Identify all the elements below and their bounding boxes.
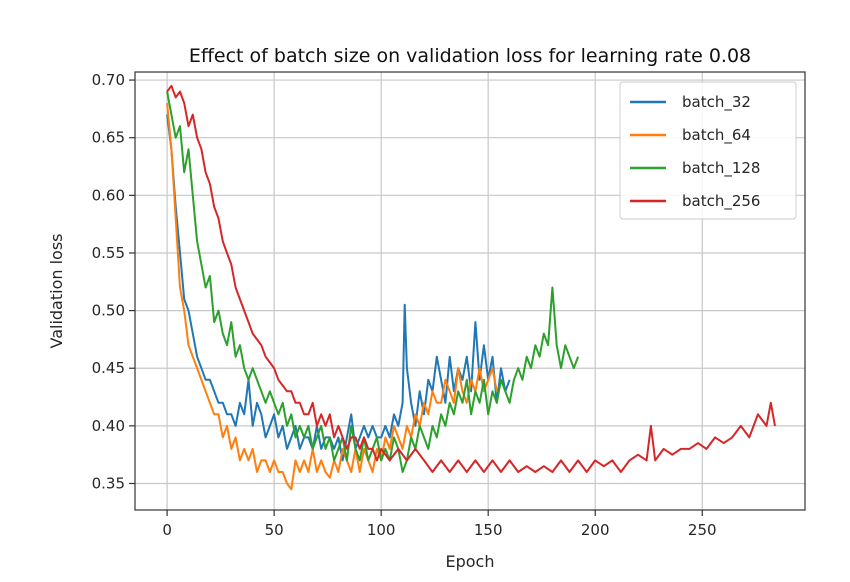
x-tick-label: 250 [688,521,717,539]
x-axis-title: Epoch [446,552,495,571]
x-tick-label: 150 [474,521,503,539]
y-tick-label: 0.60 [92,186,125,204]
legend-label: batch_32 [682,93,751,112]
y-tick-label: 0.55 [92,244,125,262]
series-lines [166,84,776,491]
y-tick-label: 0.65 [92,129,125,147]
y-tick-label: 0.40 [92,417,125,435]
y-tick-label: 0.70 [92,71,125,89]
x-tick-label: 50 [265,521,284,539]
x-tick-label: 100 [367,521,396,539]
series-line-batch-64 [166,103,498,491]
y-axis-title: Validation loss [47,234,66,349]
x-tick-label: 200 [581,521,610,539]
y-tick-label: 0.50 [92,302,125,320]
y-tick-label: 0.35 [92,474,125,492]
legend-label: batch_64 [682,126,751,145]
y-tick-label: 0.45 [92,359,125,377]
x-tick-label: 0 [162,521,172,539]
series-line-batch-256 [166,84,776,473]
plot-frame [134,71,806,511]
axis-ticks: 0 50 100 150 200 250 0.35 0.40 0.45 0.50 0.55 0.60 0… [92,71,717,539]
series-line-batch-32 [166,114,511,462]
legend-label: batch_128 [682,159,760,178]
legend: batch_32 batch_64 batch_128 batch_256 [619,81,797,220]
chart-title: Effect of batch size on validation loss … [189,45,751,67]
legend-label: batch_256 [682,192,760,211]
legend-box [619,81,797,220]
